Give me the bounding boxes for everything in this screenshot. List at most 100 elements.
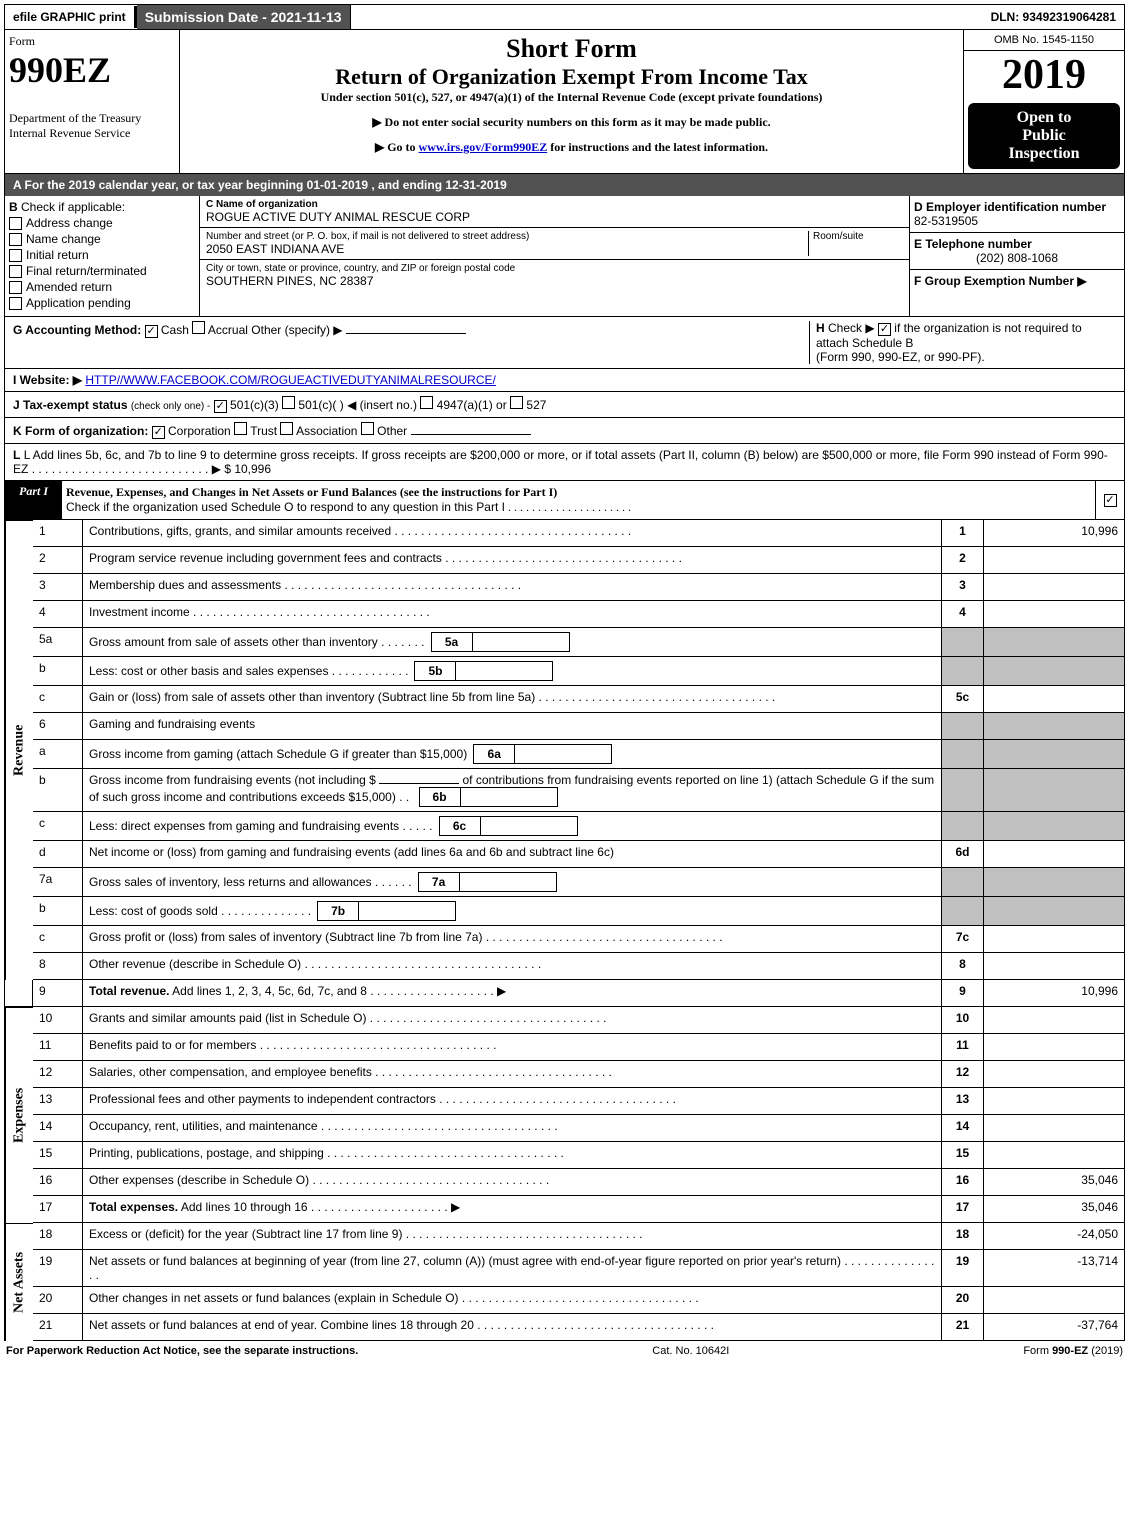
line-18-col: 18 (942, 1223, 984, 1250)
form-number-box: Form 990EZ Department of the Treasury In… (5, 30, 180, 173)
omb-number: OMB No. 1545-1150 (964, 30, 1124, 51)
part-i-title: Revenue, Expenses, and Changes in Net As… (66, 485, 557, 499)
line-19-val: -13,714 (984, 1250, 1124, 1287)
line-6c-no: c (33, 812, 83, 841)
line-3-val (984, 574, 1124, 601)
netassets-table: Net Assets 18 Excess or (deficit) for th… (4, 1223, 1125, 1341)
irs-label: Internal Revenue Service (9, 126, 175, 141)
line-7b-no: b (33, 897, 83, 926)
line-21-desc: Net assets or fund balances at end of ye… (83, 1314, 942, 1341)
checkbox-other-org[interactable] (361, 422, 374, 435)
line-6-desc: Gaming and fundraising events (83, 713, 942, 740)
checkbox-501c[interactable] (282, 396, 295, 409)
checkbox-name-change[interactable] (9, 233, 22, 246)
line-12-desc: Salaries, other compensation, and employ… (83, 1061, 942, 1088)
line-21-val: -37,764 (984, 1314, 1124, 1341)
line-19-desc: Net assets or fund balances at beginning… (83, 1250, 942, 1287)
website-link[interactable]: HTTP//WWW.FACEBOOK.COM/ROGUEACTIVEDUTYAN… (85, 373, 495, 387)
telephone-label: E Telephone number (914, 237, 1120, 251)
inspection-box: Open to Public Inspection (968, 103, 1120, 169)
checkbox-501c3[interactable] (214, 400, 227, 413)
checkbox-address-change[interactable] (9, 217, 22, 230)
line-6d-desc: Net income or (loss) from gaming and fun… (83, 841, 942, 868)
department: Department of the Treasury (9, 111, 175, 126)
submission-date: Submission Date - 2021-11-13 (137, 5, 351, 29)
line-6a-no: a (33, 740, 83, 769)
line-8-val (984, 953, 1124, 980)
line-15-no: 15 (33, 1142, 83, 1169)
line-8-no: 8 (33, 953, 83, 980)
checkbox-final-return[interactable] (9, 265, 22, 278)
line-9-row: 9 Total revenue. Add lines 1, 2, 3, 4, 5… (4, 980, 1125, 1007)
section-l: L L Add lines 5b, 6c, and 7b to line 9 t… (4, 444, 1125, 481)
line-7c-no: c (33, 926, 83, 953)
revenue-side-label: Revenue (5, 520, 33, 980)
line-2-col: 2 (942, 547, 984, 574)
website-label: I Website: ▶ (13, 373, 82, 387)
netassets-side-label: Net Assets (5, 1223, 33, 1341)
form-subtitle: Return of Organization Exempt From Incom… (184, 64, 959, 90)
right-header-box: OMB No. 1545-1150 2019 Open to Public In… (964, 30, 1124, 173)
section-gh: G Accounting Method: Cash Accrual Other … (4, 317, 1125, 369)
line-11-val (984, 1034, 1124, 1061)
org-name-label: C Name of organization (206, 199, 903, 210)
part-i-label: Part I (5, 481, 62, 519)
checkbox-corporation[interactable] (152, 426, 165, 439)
line-11-no: 11 (33, 1034, 83, 1061)
line-17-val: 35,046 (984, 1196, 1124, 1223)
section-c: C Name of organization ROGUE ACTIVE DUTY… (200, 196, 909, 316)
checkbox-accrual[interactable] (192, 321, 205, 334)
accounting-method-label: G Accounting Method: (13, 323, 141, 337)
street-address: 2050 EAST INDIANA AVE (206, 242, 804, 256)
line-10-val (984, 1007, 1124, 1034)
checkbox-cash[interactable] (145, 325, 158, 338)
dln: DLN: 93492319064281 (983, 6, 1124, 28)
line-5a-no: 5a (33, 628, 83, 657)
line-6b-desc: Gross income from fundraising events (no… (83, 769, 942, 812)
checkbox-schedule-o-part-i[interactable] (1104, 494, 1117, 507)
org-name: ROGUE ACTIVE DUTY ANIMAL RESCUE CORP (206, 210, 903, 224)
line-21-no: 21 (33, 1314, 83, 1341)
checkbox-application-pending[interactable] (9, 297, 22, 310)
checkbox-amended-return[interactable] (9, 281, 22, 294)
line-5c-val (984, 686, 1124, 713)
line-5c-col: 5c (942, 686, 984, 713)
line-6d-no: d (33, 841, 83, 868)
line-9-col: 9 (942, 980, 984, 1007)
line-3-col: 3 (942, 574, 984, 601)
line-5c-desc: Gain or (loss) from sale of assets other… (83, 686, 942, 713)
line-16-val: 35,046 (984, 1169, 1124, 1196)
ein: 82-5319505 (914, 214, 1120, 228)
efile-print-button[interactable]: efile GRAPHIC print (5, 6, 137, 28)
checkbox-527[interactable] (510, 396, 523, 409)
section-b-label: B (9, 200, 18, 214)
checkbox-initial-return[interactable] (9, 249, 22, 262)
line-7c-val (984, 926, 1124, 953)
checkbox-not-required-schedule-b[interactable] (878, 323, 891, 336)
line-6-no: 6 (33, 713, 83, 740)
footer: For Paperwork Reduction Act Notice, see … (4, 1341, 1125, 1361)
line-14-val (984, 1115, 1124, 1142)
checkbox-association[interactable] (280, 422, 293, 435)
checkbox-4947a1[interactable] (420, 396, 433, 409)
line-6d-col: 6d (942, 841, 984, 868)
room-suite-label: Room/suite (809, 231, 903, 256)
line-13-desc: Professional fees and other payments to … (83, 1088, 942, 1115)
line-9-desc: Total revenue. Add lines 1, 2, 3, 4, 5c,… (83, 980, 942, 1007)
line-11-desc: Benefits paid to or for members (83, 1034, 942, 1061)
line-6b-no: b (33, 769, 83, 812)
city-state-zip: SOUTHERN PINES, NC 28387 (206, 274, 903, 288)
line-19-col: 19 (942, 1250, 984, 1287)
checkbox-trust[interactable] (234, 422, 247, 435)
line-16-desc: Other expenses (describe in Schedule O) (83, 1169, 942, 1196)
line-5b-desc: Less: cost or other basis and sales expe… (83, 657, 942, 686)
telephone: (202) 808-1068 (914, 251, 1120, 265)
irs-link[interactable]: www.irs.gov/Form990EZ (419, 140, 548, 154)
form-title: Short Form (184, 34, 959, 64)
line-20-no: 20 (33, 1287, 83, 1314)
section-i: I Website: ▶ HTTP//WWW.FACEBOOK.COM/ROGU… (4, 369, 1125, 392)
line-6c-desc: Less: direct expenses from gaming and fu… (83, 812, 942, 841)
line-7b-desc: Less: cost of goods sold . . . . . . . .… (83, 897, 942, 926)
city-label: City or town, state or province, country… (206, 263, 903, 274)
info-grid: B Check if applicable: Address change Na… (4, 196, 1125, 317)
